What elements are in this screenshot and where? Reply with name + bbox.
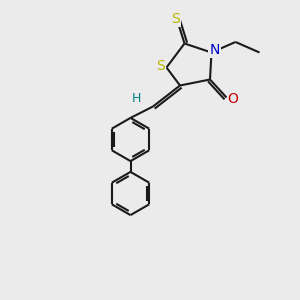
Text: O: O [228, 92, 238, 106]
Text: N: N [209, 43, 220, 56]
Text: S: S [156, 59, 165, 73]
Text: H: H [132, 92, 141, 106]
Text: S: S [171, 12, 180, 26]
